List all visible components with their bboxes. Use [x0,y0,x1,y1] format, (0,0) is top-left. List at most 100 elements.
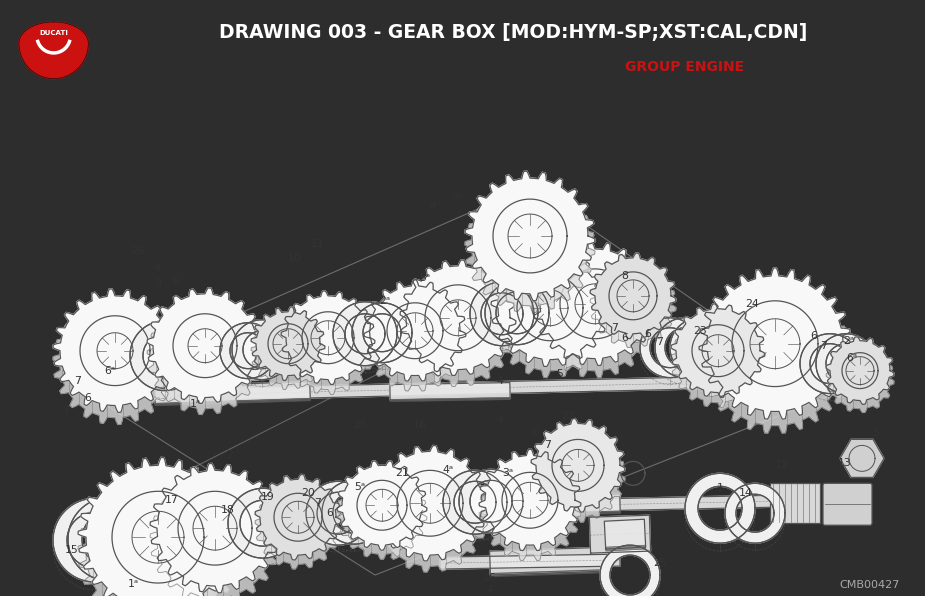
Text: 5ᵃ: 5ᵃ [419,273,430,283]
Text: 7: 7 [63,405,69,415]
FancyBboxPatch shape [823,483,872,525]
FancyBboxPatch shape [0,0,106,86]
Polygon shape [255,474,341,560]
Polygon shape [68,497,152,581]
Text: 26: 26 [131,246,145,256]
Polygon shape [78,458,238,596]
Polygon shape [465,183,595,313]
Polygon shape [364,290,466,391]
Polygon shape [19,22,88,79]
Polygon shape [491,260,609,377]
Polygon shape [440,554,620,569]
Polygon shape [840,439,884,477]
Polygon shape [220,323,276,378]
Text: 3ᵃ: 3ᵃ [452,193,463,203]
Polygon shape [281,291,375,384]
Text: 6ᵃ: 6ᵃ [105,365,116,375]
Text: 15: 15 [65,545,79,555]
Text: 17: 17 [166,495,179,505]
Polygon shape [699,282,851,433]
Text: 14: 14 [739,488,753,498]
Text: 7: 7 [820,341,828,350]
Text: 6: 6 [327,508,333,519]
Text: 2ᵃ: 2ᵃ [844,336,855,346]
Text: 7: 7 [611,323,619,333]
Polygon shape [339,494,621,519]
Text: 4: 4 [497,415,503,426]
Polygon shape [485,281,549,344]
Polygon shape [491,249,609,367]
Polygon shape [531,418,625,512]
Polygon shape [401,271,516,386]
Text: 3: 3 [872,429,880,439]
Text: 7: 7 [314,498,322,508]
Polygon shape [489,547,610,575]
Polygon shape [459,470,523,533]
Polygon shape [655,318,715,378]
Text: 18: 18 [221,505,235,515]
Polygon shape [725,483,785,543]
Text: 19: 19 [261,492,275,502]
Polygon shape [228,488,298,558]
Text: 1ᵃ: 1ᵃ [128,579,139,589]
Text: 11: 11 [311,239,325,249]
Polygon shape [372,445,487,561]
Polygon shape [465,171,595,301]
Text: GROUP ENGINE: GROUP ENGINE [625,60,744,74]
Text: 23: 23 [693,326,707,336]
Polygon shape [251,307,325,380]
Polygon shape [150,464,280,593]
Text: 4: 4 [487,585,493,595]
Polygon shape [333,302,397,365]
Polygon shape [154,381,310,405]
Polygon shape [352,303,412,362]
Polygon shape [150,476,280,596]
Text: 7: 7 [657,337,663,347]
Polygon shape [604,519,646,549]
Polygon shape [281,301,375,395]
Text: 13: 13 [838,458,852,468]
Polygon shape [130,321,200,390]
Polygon shape [479,460,581,561]
Polygon shape [470,282,534,346]
Text: 10: 10 [288,253,302,263]
Text: 6: 6 [645,329,651,339]
Polygon shape [800,334,860,393]
Polygon shape [600,545,660,596]
Text: 22: 22 [561,411,574,421]
Text: 16: 16 [483,573,497,583]
Polygon shape [364,280,466,381]
Text: 2ᵃ: 2ᵃ [379,296,390,306]
Text: 12: 12 [775,460,789,470]
Text: 6: 6 [622,333,628,343]
Text: 6ᵃ: 6ᵃ [846,353,857,362]
Polygon shape [337,461,427,550]
Text: 4ᵃ: 4ᵃ [442,465,453,476]
Text: DUCATI: DUCATI [39,30,68,36]
Text: CMB00427: CMB00427 [840,580,900,590]
Polygon shape [699,268,851,419]
Text: 8: 8 [622,271,628,281]
Text: 1ᵃ: 1ᵃ [190,399,201,408]
Polygon shape [589,515,650,553]
Text: DRAWING 003 - GEAR BOX [MOD:HYM-SP;XST:CAL,CDN]: DRAWING 003 - GEAR BOX [MOD:HYM-SP;XST:C… [219,23,808,42]
Text: 6: 6 [532,429,538,439]
Text: 26: 26 [353,420,367,430]
Polygon shape [401,260,516,375]
FancyBboxPatch shape [770,483,820,523]
Polygon shape [443,470,507,534]
Text: 1: 1 [717,483,723,493]
Text: 4ᵃ: 4ᵃ [429,201,440,211]
Text: 2: 2 [227,451,233,460]
Polygon shape [671,314,765,408]
Text: 4: 4 [497,375,503,386]
Polygon shape [232,320,292,380]
Text: 9: 9 [154,279,162,289]
Polygon shape [322,480,386,544]
Text: 16: 16 [413,420,426,430]
Polygon shape [590,253,676,339]
Text: 20: 20 [301,488,314,498]
Text: 24: 24 [746,299,758,309]
Polygon shape [154,375,800,402]
Text: 25: 25 [653,558,667,568]
